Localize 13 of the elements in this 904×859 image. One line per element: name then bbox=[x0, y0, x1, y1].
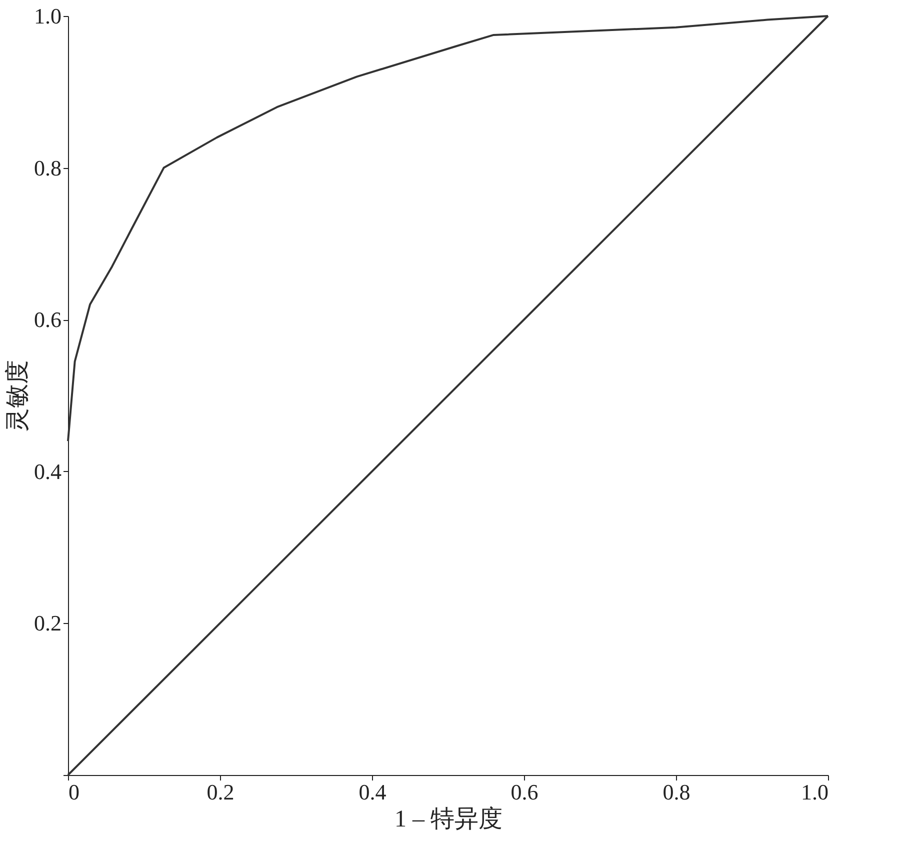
y-axis-title: 灵敏度 bbox=[4, 360, 31, 432]
y-tick-label: 1.0 bbox=[34, 4, 62, 28]
y-tick-label: 0.4 bbox=[34, 458, 62, 484]
x-tick-label: 0.4 bbox=[358, 780, 386, 804]
x-tick-label: 0.6 bbox=[510, 780, 538, 804]
x-axis-title: 1 – 特异度 bbox=[394, 806, 502, 832]
x-tick-label: 0.8 bbox=[662, 780, 690, 804]
x-tick-label: 0.2 bbox=[206, 780, 234, 804]
x-tick-label: 0 bbox=[68, 780, 80, 804]
y-tick-label: 0.8 bbox=[34, 155, 62, 180]
y-tick-label: 0.2 bbox=[34, 610, 62, 636]
x-tick-label: 1.0 bbox=[801, 780, 828, 804]
y-tick-label: 0.6 bbox=[34, 307, 62, 332]
